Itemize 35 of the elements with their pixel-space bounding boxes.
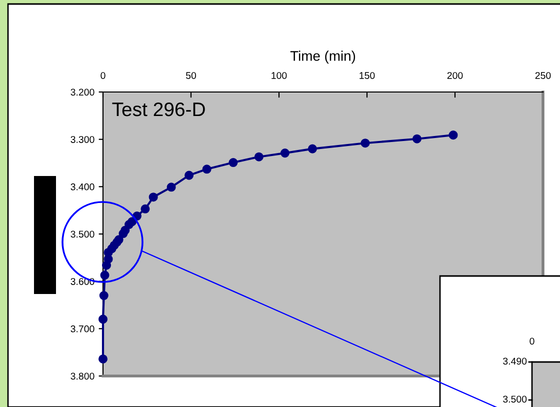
point <box>114 235 124 244</box>
annotation: 0 <box>530 338 534 345</box>
point <box>166 182 176 192</box>
point <box>184 170 194 180</box>
point <box>360 138 370 148</box>
y-tick-label: 3.400 <box>70 183 94 190</box>
x-tick-label: 100 <box>272 72 287 79</box>
annotation: 3.490 <box>503 358 527 365</box>
point <box>140 204 150 214</box>
x-tick-label: 50 <box>186 72 196 79</box>
point <box>128 217 137 226</box>
y-tick-label: 3.200 <box>70 88 94 96</box>
y-tick-label: 3.300 <box>70 136 94 143</box>
x-axis-title: Time (min) <box>290 50 356 64</box>
point <box>100 270 110 280</box>
y-tick-label: 3.700 <box>70 325 94 332</box>
x-tick-label: 150 <box>360 72 375 79</box>
x-tick-label: 200 <box>447 72 463 79</box>
point <box>98 314 108 324</box>
x-tick-label: 0 <box>100 72 106 79</box>
text: 3.500 <box>503 396 527 403</box>
point <box>308 144 317 154</box>
point <box>412 134 422 144</box>
point <box>202 164 212 174</box>
y-tick-label: 3.500 <box>70 230 94 238</box>
point <box>99 291 108 300</box>
y-tick-label: 3.800 <box>70 372 94 380</box>
point <box>228 158 238 168</box>
point <box>98 354 108 364</box>
annotation: Test 296-D <box>112 102 205 116</box>
point <box>280 148 290 158</box>
point <box>254 152 264 162</box>
x-tick-label: 250 <box>535 72 551 79</box>
point <box>148 192 158 202</box>
point <box>448 130 458 140</box>
